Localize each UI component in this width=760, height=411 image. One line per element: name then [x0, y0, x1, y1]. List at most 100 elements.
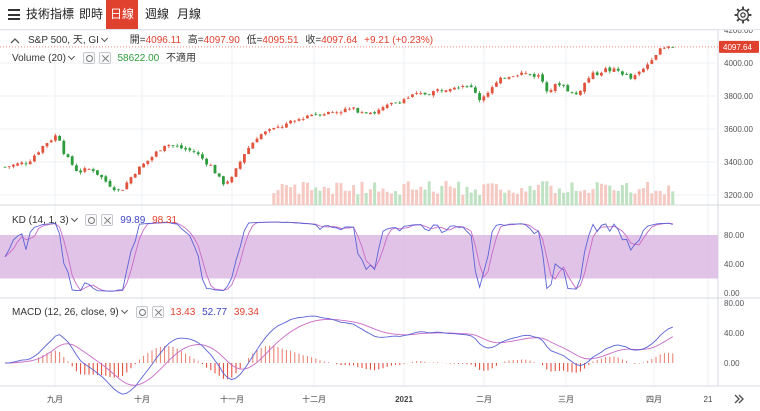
volume-bar: [557, 188, 561, 205]
candle-body: [280, 127, 284, 128]
candle-body: [54, 135, 57, 141]
volume-bar: [335, 182, 339, 205]
volume-bar: [524, 191, 528, 205]
candle-body: [20, 162, 24, 165]
volume-bar: [276, 190, 280, 205]
candle-body: [297, 119, 301, 121]
volume-bar: [608, 185, 612, 205]
candle-body: [167, 145, 171, 147]
candle-body: [104, 176, 108, 182]
candle-body: [394, 102, 397, 104]
candle-body: [238, 161, 242, 169]
chevron-down-icon[interactable]: [100, 34, 109, 43]
candle-body: [3, 166, 7, 168]
macd-signal-line: [5, 318, 674, 386]
candle-body: [146, 160, 150, 164]
candle-body: [163, 145, 166, 151]
gear-icon[interactable]: [734, 6, 752, 24]
volume-bar: [356, 194, 360, 205]
volume-bar: [511, 192, 515, 205]
candle-body: [520, 72, 523, 75]
candle-body: [415, 93, 418, 95]
chevron-up-icon[interactable]: [10, 36, 20, 46]
last-price-badge-text: 4097.64: [723, 43, 752, 52]
tab-daily[interactable]: 日線: [106, 0, 138, 29]
candle-body: [436, 89, 439, 91]
candle-body: [339, 112, 343, 114]
candle-body: [360, 111, 364, 113]
volume-settings-icon[interactable]: [82, 52, 95, 65]
menu-icon[interactable]: [8, 9, 20, 20]
candle-body: [469, 85, 473, 88]
macd-close-icon[interactable]: [151, 306, 164, 319]
kd-label[interactable]: KD (14, 1, 3): [12, 215, 69, 226]
candle-body: [356, 107, 360, 113]
candle-body: [579, 90, 582, 95]
volume-bar: [289, 187, 293, 205]
candle-body: [625, 74, 628, 75]
candle-body: [406, 97, 410, 99]
volume-bar: [473, 189, 477, 205]
candle-body: [516, 75, 519, 77]
candle-body: [499, 77, 502, 84]
kd-settings-icon[interactable]: [85, 214, 98, 227]
volume-close-icon[interactable]: [98, 52, 111, 65]
volume-bar: [318, 190, 322, 205]
candle-body: [453, 87, 456, 90]
candle-body: [180, 145, 183, 149]
chevron-down-icon[interactable]: [120, 306, 128, 315]
chart-area[interactable]: 4200.00 4000.00 3800.00 3600.00 3400.00 3200.…: [0, 26, 760, 411]
tab-monthly[interactable]: 月線: [177, 7, 202, 21]
candle-body: [423, 92, 427, 95]
chevron-down-icon[interactable]: [70, 214, 78, 223]
candle-body: [264, 131, 267, 135]
candle-body: [524, 73, 528, 75]
candle-body: [331, 112, 334, 114]
x-axis-label: 二月: [476, 395, 492, 404]
candle-body: [373, 112, 376, 114]
price-chart[interactable]: 4200.00 4000.00 3800.00 3600.00 3400.00 3200.…: [0, 26, 760, 411]
volume-bar: [436, 193, 440, 205]
macd-line-value: 52.77: [202, 307, 228, 318]
candle-body: [293, 120, 297, 122]
symbol-label[interactable]: S&P 500, 天, GI: [28, 35, 99, 46]
chevron-down-icon[interactable]: [67, 52, 75, 61]
candle-body: [444, 90, 448, 92]
volume-bar: [444, 181, 448, 205]
volume-bar: [650, 193, 654, 205]
volume-bar: [515, 193, 519, 205]
macd-settings-icon[interactable]: [135, 306, 148, 319]
volume-label[interactable]: Volume (20): [12, 53, 66, 64]
candle-body: [570, 92, 574, 94]
x-axis-label: 十一月: [220, 394, 244, 404]
candle-body: [251, 142, 255, 149]
tab-weekly[interactable]: 週線: [145, 7, 170, 21]
volume-bar: [377, 191, 381, 205]
candle-body: [96, 170, 99, 175]
volume-bar: [326, 188, 330, 205]
price-tick-label: 3600.00: [724, 125, 753, 134]
candle-body: [528, 74, 532, 75]
indicators-menu[interactable]: 技術指標: [26, 7, 75, 21]
candle-body: [184, 147, 187, 150]
candle-body: [217, 173, 221, 177]
candle-body: [234, 168, 238, 177]
candle-body: [591, 72, 595, 80]
candle-body: [637, 71, 641, 75]
macd-tick-label: 0.00: [724, 359, 740, 368]
macd-label[interactable]: MACD (12, 26, close, 9): [12, 307, 119, 318]
high-value: 4097.90: [203, 35, 240, 46]
candle-body: [49, 140, 53, 143]
volume-bar: [625, 183, 629, 205]
tab-realtime[interactable]: 即時: [79, 7, 104, 21]
candle-body: [600, 72, 603, 76]
candle-body: [621, 71, 624, 75]
candle-body: [125, 182, 129, 190]
scroll-to-latest-icon[interactable]: [732, 392, 746, 406]
volume-bar: [486, 183, 490, 205]
volume-bar: [494, 183, 498, 205]
volume-bar: [499, 189, 503, 205]
volume-bar: [549, 185, 553, 205]
kd-close-icon[interactable]: [101, 214, 114, 227]
volume-bar: [520, 187, 524, 205]
